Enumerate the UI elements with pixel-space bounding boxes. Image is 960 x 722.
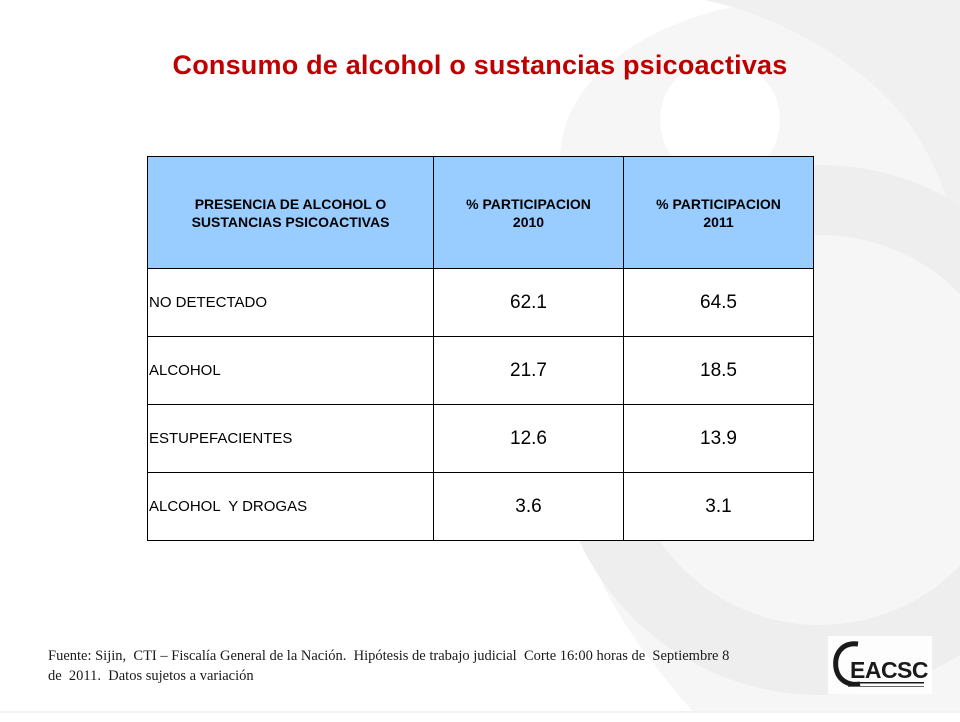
table-header-row: PRESENCIA DE ALCOHOL O SUSTANCIAS PSICOA…	[148, 157, 814, 269]
column-header-substance: PRESENCIA DE ALCOHOL O SUSTANCIAS PSICOA…	[148, 157, 434, 269]
value-2010: 3.6	[434, 473, 624, 541]
value-2011: 3.1	[624, 473, 814, 541]
row-label: ESTUPEFACIENTES	[148, 405, 434, 473]
column-header-2011: % PARTICIPACION 2011	[624, 157, 814, 269]
row-label: NO DETECTADO	[148, 269, 434, 337]
value-2011: 13.9	[624, 405, 814, 473]
value-2010: 62.1	[434, 269, 624, 337]
table-row: ALCOHOL Y DROGAS 3.6 3.1	[148, 473, 814, 541]
column-header-2010: % PARTICIPACION 2010	[434, 157, 624, 269]
table-row: ESTUPEFACIENTES 12.6 13.9	[148, 405, 814, 473]
source-note-line-1: Fuente: Sijin, CTI – Fiscalía General de…	[48, 646, 908, 666]
row-label: ALCOHOL Y DROGAS	[148, 473, 434, 541]
ceacsc-logo: EACSC	[828, 636, 932, 694]
page-title: Consumo de alcohol o sustancias psicoact…	[0, 50, 960, 81]
table-row: ALCOHOL 21.7 18.5	[148, 337, 814, 405]
table-row: NO DETECTADO 62.1 64.5	[148, 269, 814, 337]
value-2010: 21.7	[434, 337, 624, 405]
row-label: ALCOHOL	[148, 337, 434, 405]
value-2010: 12.6	[434, 405, 624, 473]
data-table: PRESENCIA DE ALCOHOL O SUSTANCIAS PSICOA…	[147, 156, 814, 541]
value-2011: 18.5	[624, 337, 814, 405]
source-note-line-2: de 2011. Datos sujetos a variación	[48, 666, 908, 686]
bottom-divider	[0, 711, 960, 722]
value-2011: 64.5	[624, 269, 814, 337]
svg-text:EACSC: EACSC	[850, 657, 928, 683]
source-note: Fuente: Sijin, CTI – Fiscalía General de…	[48, 646, 908, 686]
